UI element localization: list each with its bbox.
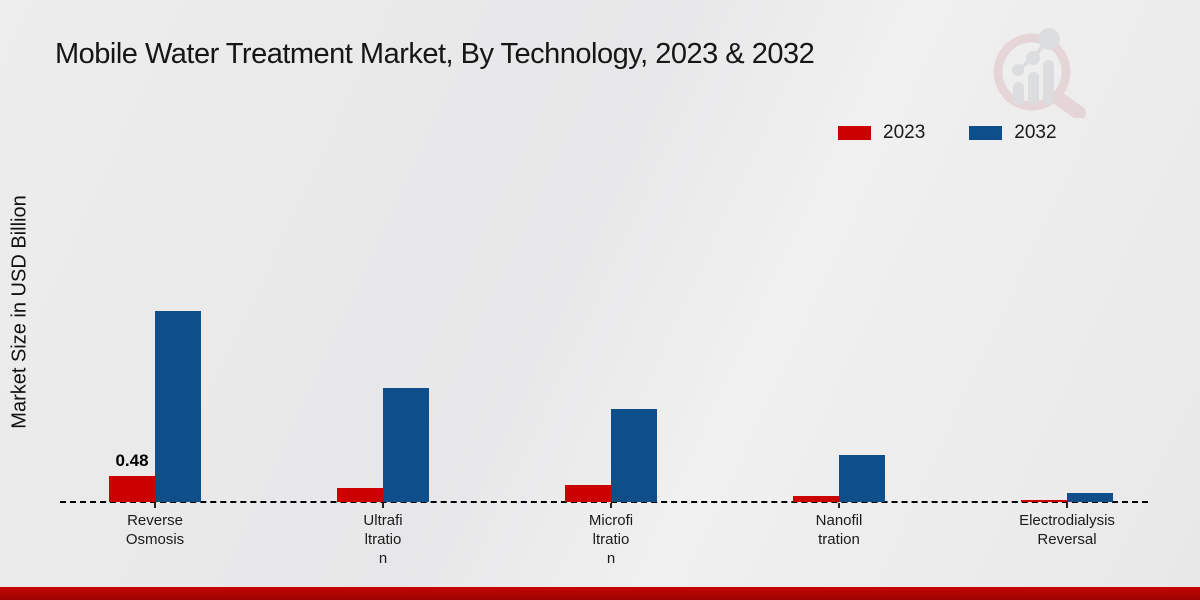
axis-tick-reverse-osmosis bbox=[154, 503, 156, 508]
category-label-ultrafiltration: Ultrafi ltratio n bbox=[363, 512, 403, 567]
category-label-nanofiltration: Nanofil tration bbox=[815, 512, 863, 548]
legend-item-2032: 2032 bbox=[969, 122, 1057, 144]
footer-accent-strip bbox=[0, 587, 1200, 600]
bar-2032-reverse-osmosis bbox=[155, 311, 201, 502]
legend: 2023 2032 bbox=[838, 122, 1057, 144]
bar-2032-electrodialysis-reversal bbox=[1067, 493, 1113, 502]
legend-label-2023: 2023 bbox=[883, 122, 926, 143]
value-label-2023-reverse-osmosis: 0.48 bbox=[115, 451, 149, 470]
legend-item-2023: 2023 bbox=[838, 122, 925, 144]
category-group-reverse-osmosis: 0.48 Reverse Osmosis bbox=[41, 0, 269, 570]
category-label-reverse-osmosis: Reverse Osmosis bbox=[125, 512, 185, 548]
axis-tick-microfiltration bbox=[610, 503, 612, 508]
bar-2032-microfiltration bbox=[611, 409, 657, 502]
bar-2032-nanofiltration bbox=[839, 455, 885, 502]
chart-title: Mobile Water Treatment Market, By Techno… bbox=[55, 38, 815, 70]
category-label-microfiltration: Microfi ltratio n bbox=[588, 512, 634, 567]
category-group-electrodialysis-reversal: Electrodialysis Reversal bbox=[953, 0, 1181, 570]
x-axis-baseline bbox=[60, 501, 1148, 503]
bar-2023-microfiltration bbox=[565, 485, 611, 502]
bar-2032-ultrafiltration bbox=[383, 388, 429, 502]
axis-tick-nanofiltration bbox=[838, 503, 840, 508]
bar-2023-nanofiltration bbox=[793, 496, 839, 502]
bar-2023-electrodialysis-reversal bbox=[1021, 500, 1067, 502]
legend-label-2032: 2032 bbox=[1014, 122, 1057, 143]
bar-2023-ultrafiltration bbox=[337, 488, 383, 502]
bar-2023-reverse-osmosis bbox=[109, 476, 155, 502]
category-label-electrodialysis-reversal: Electrodialysis Reversal bbox=[1019, 512, 1115, 548]
legend-swatch-2023 bbox=[838, 126, 871, 140]
category-group-nanofiltration: Nanofil tration bbox=[725, 0, 953, 570]
legend-swatch-2032 bbox=[969, 126, 1003, 140]
magnifier-bar-chart-logo-icon bbox=[993, 28, 1086, 118]
axis-tick-electrodialysis-reversal bbox=[1066, 503, 1068, 508]
axis-tick-ultrafiltration bbox=[382, 503, 384, 508]
category-group-ultrafiltration: Ultrafi ltratio n bbox=[269, 0, 497, 570]
category-group-microfiltration: Microfi ltratio n bbox=[497, 0, 725, 570]
